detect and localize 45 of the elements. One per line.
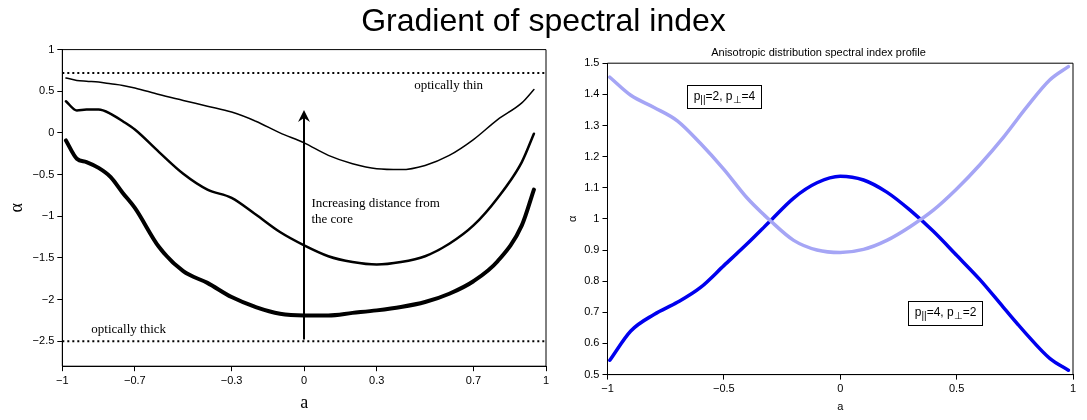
line-series — [608, 64, 1071, 255]
y-tick-label: 0.5 — [39, 84, 55, 97]
y-tick-label: 0.6 — [584, 336, 600, 349]
line-series — [64, 100, 536, 266]
y-tick-label: 1.4 — [584, 87, 600, 100]
y-tick-label: 0.7 — [584, 305, 600, 318]
x-tick-label: −0.5 — [713, 382, 735, 395]
series-label: p$_{||}$=2, p$_{⊥}$=4 — [686, 84, 763, 110]
x-tick-label: 1 — [1069, 382, 1077, 395]
series-label: p$_{||}$=4, p$_{⊥}$=2 — [907, 301, 984, 326]
y-tick-label: −0.5 — [32, 167, 55, 180]
x-tick-label: 0 — [301, 373, 308, 386]
ref-line-label: optically thick — [91, 321, 167, 337]
line-series — [65, 77, 535, 171]
line-series — [608, 174, 1071, 372]
annotation: Increasing distance from the core — [311, 195, 441, 228]
y-tick-label: −1.5 — [32, 250, 55, 263]
chart-title: Anisotropic distribution spectral index profile — [711, 45, 926, 58]
x-tick-label: −0.3 — [220, 373, 243, 386]
chart-title: Gradient of spectral index — [360, 1, 727, 40]
y-tick-label: 0.8 — [584, 274, 600, 287]
y-tick-label: 1.1 — [584, 180, 600, 193]
x-axis-title: a — [837, 400, 845, 413]
ref-line-label: optically thin — [414, 76, 484, 92]
x-tick-label: −1 — [601, 382, 614, 395]
y-tick-label: 1.3 — [584, 118, 600, 131]
y-axis-title: α — [565, 215, 578, 223]
y-axis-title: α — [5, 202, 26, 213]
x-axis-title: a — [300, 391, 309, 412]
y-tick-label: −2 — [41, 292, 55, 305]
y-tick-label: 1 — [48, 42, 55, 55]
y-tick-label: 0 — [48, 125, 55, 138]
y-tick-label: 1.5 — [584, 56, 600, 69]
x-tick-label: −0.7 — [124, 373, 146, 386]
x-tick-label: 0.7 — [465, 373, 482, 386]
x-tick-label: 1 — [542, 373, 550, 386]
x-tick-label: 0.5 — [948, 382, 965, 395]
y-tick-label: −1 — [41, 209, 55, 222]
x-tick-label: −1 — [56, 373, 69, 386]
y-tick-label: 1 — [593, 211, 600, 224]
y-tick-label: 1.2 — [584, 149, 600, 162]
x-tick-label: 0.3 — [369, 373, 385, 386]
y-tick-label: −2.5 — [32, 334, 55, 347]
x-tick-label: 0 — [837, 382, 844, 395]
y-tick-label: 0.9 — [584, 243, 600, 256]
